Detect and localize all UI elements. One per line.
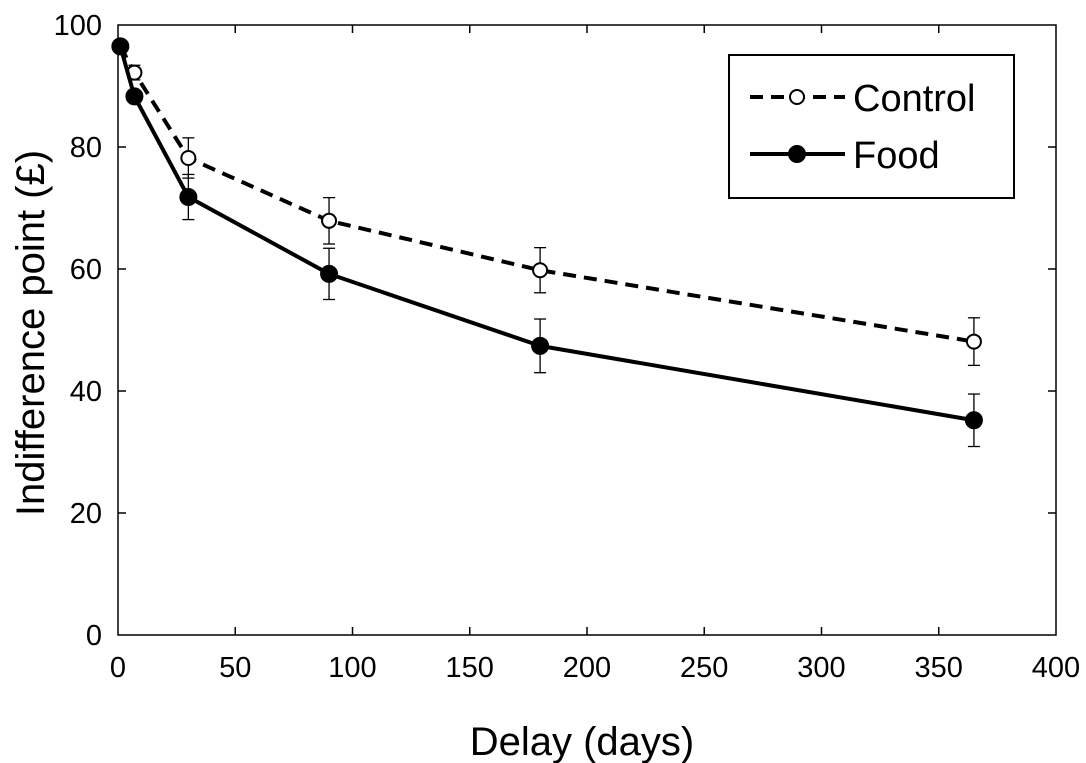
x-tick-label: 400 bbox=[1032, 652, 1080, 684]
y-tick-label: 60 bbox=[70, 254, 102, 286]
y-tick-label: 100 bbox=[54, 10, 102, 42]
y-axis: 0 20 40 60 80 100 bbox=[54, 10, 1056, 652]
data-point-control bbox=[180, 149, 197, 166]
data-point-food bbox=[964, 411, 983, 430]
legend-food-label: Food bbox=[853, 135, 940, 177]
y-tick-label: 40 bbox=[70, 376, 102, 408]
data-point-food bbox=[320, 264, 339, 283]
legend-control-label: Control bbox=[853, 78, 976, 120]
legend: Control Food bbox=[728, 54, 1015, 199]
data-point-food bbox=[531, 336, 550, 355]
y-axis-title: Indifference point (£) bbox=[9, 150, 53, 516]
series-food bbox=[111, 37, 983, 448]
x-axis: 0 50 100 150 200 250 300 350 400 bbox=[110, 25, 1080, 684]
data-point-food bbox=[179, 188, 198, 207]
legend-box bbox=[728, 54, 1015, 199]
legend-control-marker bbox=[789, 89, 805, 105]
x-tick-label: 150 bbox=[446, 652, 494, 684]
data-point-control bbox=[965, 333, 982, 350]
y-tick-label: 0 bbox=[86, 620, 102, 652]
y-tick-label: 80 bbox=[70, 132, 102, 164]
data-point-control bbox=[321, 212, 338, 229]
x-tick-label: 50 bbox=[219, 652, 251, 684]
x-tick-label: 350 bbox=[915, 652, 963, 684]
x-tick-label: 200 bbox=[563, 652, 611, 684]
y-tick-label: 20 bbox=[70, 498, 102, 530]
legend-food-marker bbox=[788, 145, 806, 163]
data-point-food bbox=[111, 37, 130, 56]
series-layer bbox=[111, 37, 983, 448]
x-axis-title: Delay (days) bbox=[470, 720, 695, 763]
data-point-food bbox=[125, 87, 144, 106]
x-tick-label: 0 bbox=[110, 652, 126, 684]
x-tick-label: 300 bbox=[797, 652, 845, 684]
data-point-control bbox=[532, 262, 549, 279]
x-tick-label: 100 bbox=[328, 652, 376, 684]
x-tick-label: 250 bbox=[680, 652, 728, 684]
